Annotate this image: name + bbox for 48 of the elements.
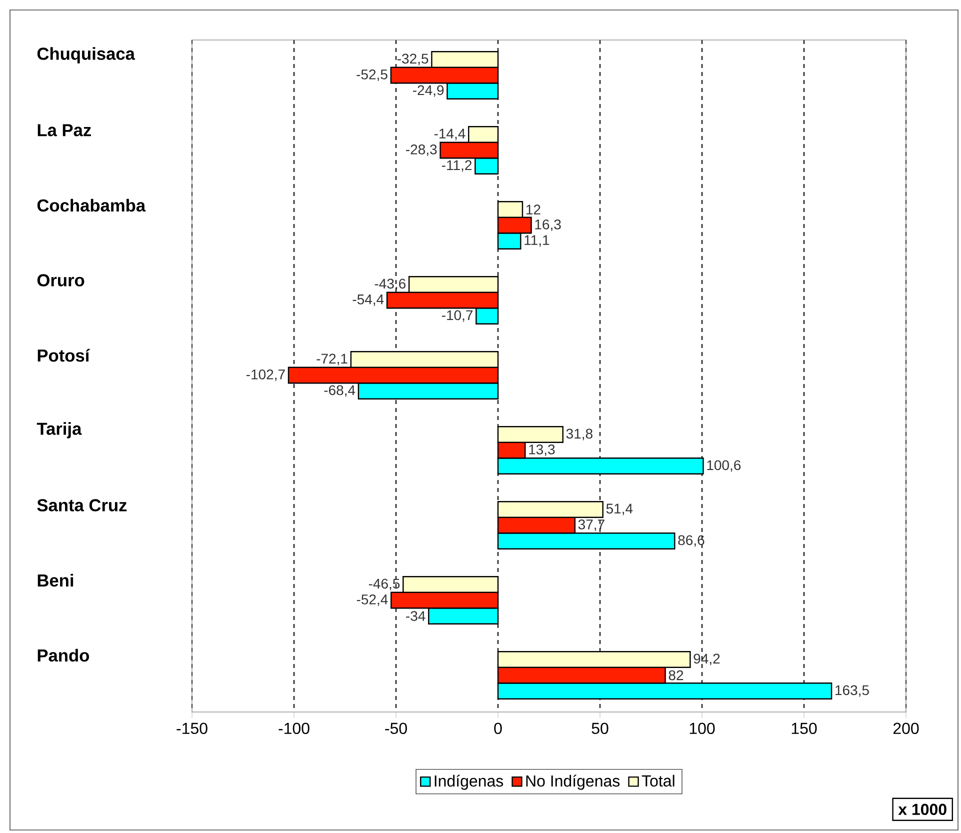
data-label: -14,4 <box>434 128 466 140</box>
x-tick-label: 0 <box>494 722 502 734</box>
data-label: -34 <box>406 611 426 621</box>
data-label: 163,5 <box>836 685 869 697</box>
legend-label: No Indígenas <box>526 774 620 790</box>
data-label: -68,4 <box>324 385 356 397</box>
data-label: -11,2 <box>442 160 472 172</box>
data-label: -24,9 <box>412 85 444 97</box>
data-label: -32,5 <box>397 54 428 66</box>
legend-label: Total <box>642 774 674 787</box>
data-label: -54,4 <box>352 294 384 306</box>
y-tick-label: Oruro <box>37 274 84 286</box>
y-tick-label: Beni <box>38 574 74 587</box>
y-tick-label: Cochabamba <box>37 198 146 212</box>
x-tick-label: 150 <box>792 722 817 734</box>
data-label: -46,5 <box>368 578 400 590</box>
y-tick-label: Tarija <box>36 422 82 438</box>
y-tick-label: Chuquisaca <box>37 47 136 64</box>
y-tick-label: La Paz <box>38 124 91 136</box>
data-label: 12 <box>526 204 540 214</box>
data-label: 100,6 <box>707 460 741 472</box>
data-label: -28,3 <box>406 144 437 156</box>
data-label: -52,5 <box>356 69 388 82</box>
x-tick-label: 100 <box>690 722 715 734</box>
data-label: 86,6 <box>678 535 704 547</box>
data-label: 31,8 <box>566 428 592 440</box>
x-tick-label: -150 <box>176 722 208 734</box>
data-label: -72,1 <box>316 354 348 366</box>
x-tick-label: -100 <box>278 722 310 734</box>
data-label: 13,3 <box>529 444 555 456</box>
data-label: -52,4 <box>356 594 388 606</box>
data-label: 82 <box>668 670 684 680</box>
x-tick-label: -50 <box>385 722 407 734</box>
data-label: 16,3 <box>535 219 561 232</box>
data-label: 94,2 <box>694 654 720 666</box>
legend-label: Indígenas <box>434 774 504 790</box>
data-label: -102,7 <box>246 369 285 382</box>
y-tick-label: Pando <box>38 648 89 662</box>
data-label: 37,7 <box>578 519 604 532</box>
data-label: 51,4 <box>606 504 633 516</box>
x-tick-label: 50 <box>592 722 608 734</box>
data-label: 11,1 <box>524 235 550 247</box>
data-label: -43,6 <box>374 278 406 290</box>
data-label: -10,7 <box>442 310 473 322</box>
y-tick-label: Potosí <box>38 348 90 362</box>
text: x 1000 <box>898 804 946 816</box>
x-tick-label: 200 <box>893 722 919 734</box>
y-tick-label: Santa Cruz <box>37 499 127 512</box>
